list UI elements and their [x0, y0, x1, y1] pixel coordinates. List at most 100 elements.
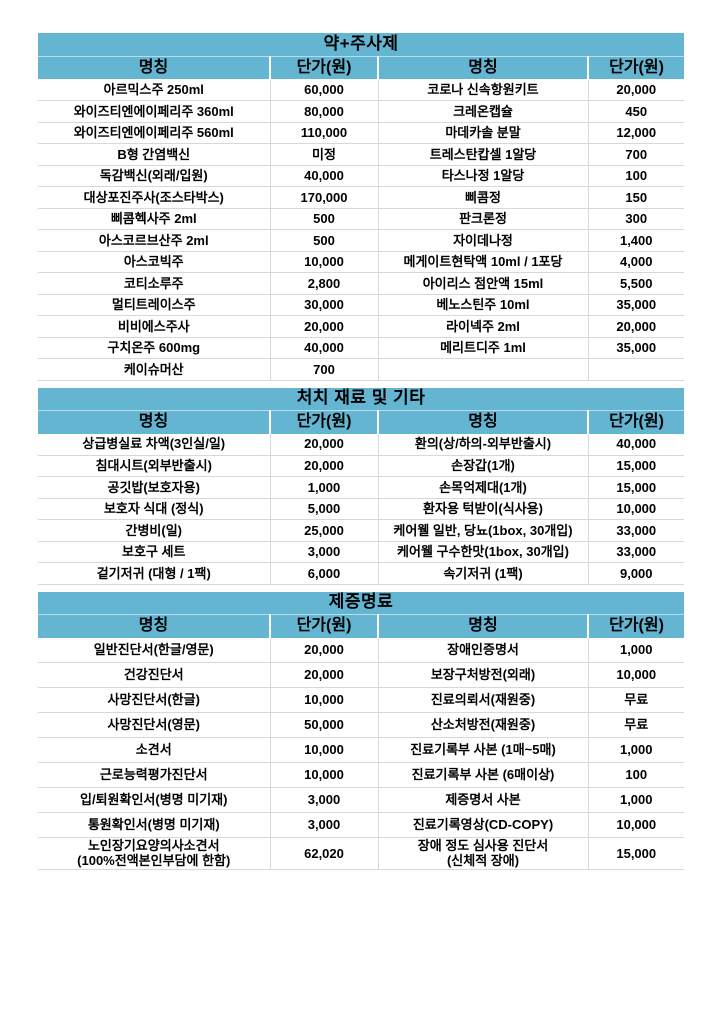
item-price: 10,000: [269, 687, 378, 713]
table-row: 삐콤헥사주 2ml 500 판크론정 300: [38, 208, 684, 230]
item-price: 170,000: [269, 186, 378, 209]
item-price: 500: [269, 208, 378, 230]
item-name: 속기저귀 (1팩): [377, 562, 588, 585]
item-name: 아스코빅주: [38, 251, 270, 273]
item-price: [587, 358, 684, 381]
table-row: 사망진단서(한글) 10,000 진료의뢰서(재원중) 무료: [38, 687, 684, 713]
item-price: 20,000: [269, 637, 378, 663]
section-title: 제증명료: [38, 591, 684, 615]
item-name: B형 간염백신: [38, 143, 270, 166]
item-name: 환의(상/하의-외부반출시): [377, 433, 588, 456]
item-name: 일반진단서(한글/영문): [38, 637, 270, 663]
item-price: 100: [587, 165, 684, 187]
section-title-row: 제증명료: [38, 591, 684, 615]
item-name: 구치온주 600mg: [38, 337, 270, 359]
table-row: 사망진단서(영문) 50,000 산소처방전(재원중) 무료: [38, 712, 684, 738]
item-price: 15,000: [587, 476, 685, 499]
item-price: 3,000: [269, 541, 378, 563]
item-name: 장애 정도 심사용 진단서 (신체적 장애): [377, 837, 588, 870]
column-header-name: 명칭: [377, 56, 588, 79]
item-price: 12,000: [587, 122, 684, 144]
item-name: 환자용 턱받이(식사용): [377, 498, 588, 520]
table-row: 아스코빅주 10,000 메게이트현탁액 10ml / 1포당 4,000: [38, 251, 684, 273]
item-price: 35,000: [587, 294, 684, 316]
item-name: 노인장기요양의사소견서 (100%전액본인부담에 한함): [38, 837, 270, 870]
item-price: 1,000: [269, 476, 378, 499]
item-name: 삐콤정: [377, 186, 588, 209]
item-name: 케어웰 구수한맛(1box, 30개입): [377, 541, 588, 563]
table-row: 통원확인서(병명 미기재) 3,000 진료기록영상(CD-COPY) 10,000: [38, 812, 684, 838]
item-price: 15,000: [587, 455, 685, 477]
table-row: 입/퇴원확인서(병명 미기재) 3,000 제증명서 사본 1,000: [38, 787, 684, 813]
item-price: 미정: [269, 143, 378, 166]
column-header-row: 명칭 단가(원) 명칭 단가(원): [38, 614, 684, 638]
table-row: B형 간염백신 미정 트레스탄캅셀 1알당 700: [38, 143, 684, 166]
item-price: 20,000: [269, 662, 378, 688]
item-price: 33,000: [587, 541, 685, 563]
item-price: 500: [269, 229, 378, 252]
column-header-price: 단가(원): [269, 410, 378, 434]
table-row: 소견서 10,000 진료기록부 사본 (1매~5매) 1,000: [38, 737, 684, 763]
item-price: 1,400: [587, 229, 684, 252]
item-price: 25,000: [269, 519, 378, 542]
item-name: 진료의뢰서(재원중): [377, 687, 588, 713]
table-row: 침대시트(외부반출시) 20,000 손장갑(1개) 15,000: [38, 455, 685, 477]
item-name: 독감백신(외래/입원): [38, 165, 270, 187]
item-price: 100: [587, 762, 684, 788]
item-price: 5,500: [587, 272, 684, 295]
item-name: 대상포진주사(조스타박스): [38, 186, 270, 209]
table-row: 노인장기요양의사소견서 (100%전액본인부담에 한함) 62,020 장애 정도 …: [38, 837, 684, 870]
item-name: 트레스탄캅셀 1알당: [377, 143, 588, 166]
table-row: 와이즈티엔에이페리주 560ml 110,000 마데카솔 분말 12,000: [38, 122, 684, 144]
item-price: 10,000: [269, 762, 378, 788]
item-price: 40,000: [269, 165, 378, 187]
item-price: 무료: [587, 712, 684, 738]
table-row: 멀티트레이스주 30,000 베노스틴주 10ml 35,000: [38, 294, 684, 316]
table-row: 간병비(일) 25,000 케어웰 일반, 당뇨(1box, 30개입) 33,000: [38, 519, 685, 542]
item-name: 간병비(일): [38, 519, 270, 542]
table-row: 아스코르브산주 2ml 500 자이데나정 1,400: [38, 229, 684, 252]
table-row: 아르믹스주 250ml 60,000 코로나 신속항원키트 20,000: [38, 79, 684, 101]
section-title: 처치 재료 및 기타: [38, 387, 685, 411]
item-name: 손장갑(1개): [377, 455, 588, 477]
item-name: 보호자 식대 (정식): [38, 498, 270, 520]
column-header-name: 명칭: [377, 614, 588, 638]
table-row: 상급병실료 차액(3인실/일) 20,000 환의(상/하의-외부반출시) 40,00…: [38, 433, 685, 456]
item-name: 와이즈티엔에이페리주 360ml: [38, 100, 270, 123]
item-name: 입/퇴원확인서(병명 미기재): [38, 787, 270, 813]
item-price: 20,000: [269, 433, 378, 456]
item-price: 62,020: [269, 837, 378, 870]
item-price: 3,000: [269, 787, 378, 813]
item-name: 라이넥주 2ml: [377, 315, 588, 338]
item-name: 겉기저귀 (대형 / 1팩): [38, 562, 270, 585]
item-price: 20,000: [269, 315, 378, 338]
item-price: 10,000: [269, 737, 378, 763]
column-header-name: 명칭: [377, 410, 588, 434]
item-price: 3,000: [269, 812, 378, 838]
fee-table-section-2: 제증명료 명칭 단가(원) 명칭 단가(원) 일반진단서(한글/영문) 20,000 장애인증…: [38, 591, 684, 870]
item-name: 사망진단서(한글): [38, 687, 270, 713]
item-price: 1,000: [587, 737, 684, 763]
table-row: 보호자 식대 (정식) 5,000 환자용 턱받이(식사용) 10,000: [38, 498, 685, 520]
fee-table-section-1: 처치 재료 및 기타 명칭 단가(원) 명칭 단가(원) 상급병실료 차액(3인실/일) 2…: [38, 387, 685, 585]
item-name: 건강진단서: [38, 662, 270, 688]
table-row: 와이즈티엔에이페리주 360ml 80,000 크레온캡슐 450: [38, 100, 684, 123]
table-row: 건강진단서 20,000 보장구처방전(외래) 10,000: [38, 662, 684, 688]
item-name: 진료기록부 사본 (1매~5매): [377, 737, 588, 763]
item-name: 산소처방전(재원중): [377, 712, 588, 738]
item-name: 아스코르브산주 2ml: [38, 229, 270, 252]
item-price: 10,000: [587, 812, 684, 838]
item-price: 60,000: [269, 79, 378, 101]
table-row: 케이슈머산 700: [38, 358, 684, 381]
fee-table-section-0: 약+주사제 명칭 단가(원) 명칭 단가(원) 아르믹스주 250ml 60,000 코로나 …: [38, 33, 684, 381]
item-name: 손목억제대(1개): [377, 476, 588, 499]
item-name: 케어웰 일반, 당뇨(1box, 30개입): [377, 519, 588, 542]
item-name: 진료기록부 사본 (6매이상): [377, 762, 588, 788]
item-price: 1,000: [587, 787, 684, 813]
item-price: 700: [269, 358, 378, 381]
item-name: 침대시트(외부반출시): [38, 455, 270, 477]
item-price: 35,000: [587, 337, 684, 359]
table-row: 구치온주 600mg 40,000 메리트디주 1ml 35,000: [38, 337, 684, 359]
item-name: 자이데나정: [377, 229, 588, 252]
